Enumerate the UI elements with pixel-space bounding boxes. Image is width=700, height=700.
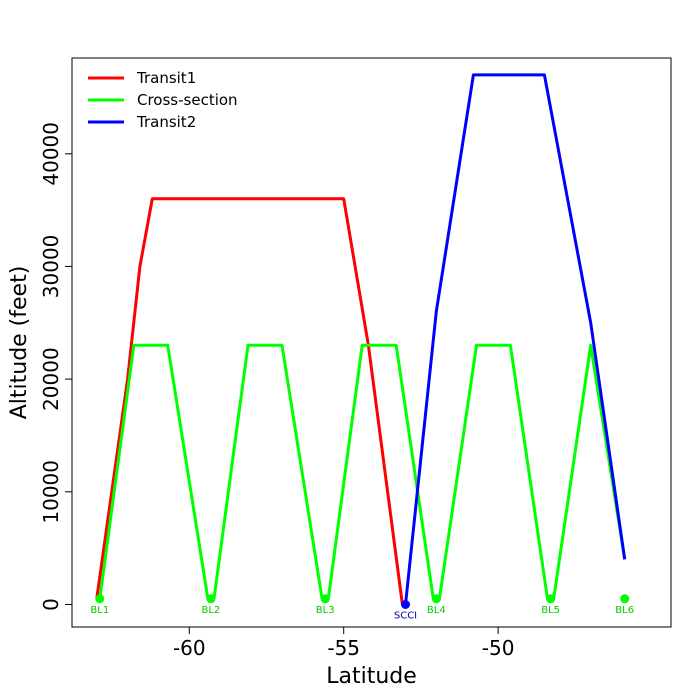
y-tick-label: 20000 xyxy=(39,347,63,411)
marker-label-bl1: BL1 xyxy=(90,605,109,616)
y-tick-label: 30000 xyxy=(39,235,63,299)
marker-bl1 xyxy=(95,594,105,604)
y-axis: 0 10000 20000 30000 40000 xyxy=(39,122,72,611)
marker-bl2 xyxy=(206,594,216,604)
marker-label-bl5: BL5 xyxy=(541,605,560,616)
y-axis-title: Altitude (feet) xyxy=(7,266,32,420)
series-line-transit2 xyxy=(404,73,627,605)
marker-label-bl2: BL2 xyxy=(202,605,221,616)
legend-label-transit1: Transit1 xyxy=(136,69,196,87)
x-axis-title: Latitude xyxy=(326,664,417,689)
y-tick-label: 0 xyxy=(39,598,63,611)
x-tick-label: -55 xyxy=(327,636,360,660)
x-axis: -60 -55 -50 xyxy=(173,627,514,660)
legend: Transit1 Cross-section Transit2 xyxy=(88,69,238,131)
marker-bl3 xyxy=(320,594,330,604)
marker-bl5 xyxy=(546,594,556,604)
y-tick-label: 40000 xyxy=(39,122,63,186)
marker-label-bl6: BL6 xyxy=(615,605,634,616)
marker-layer: BL1 BL2 BL3 SCCI BL4 BL5 BL6 xyxy=(90,594,634,622)
x-tick-label: -60 xyxy=(173,636,206,660)
legend-label-transit2: Transit2 xyxy=(136,113,196,131)
marker-label-bl3: BL3 xyxy=(316,605,335,616)
marker-label-bl4: BL4 xyxy=(427,605,446,616)
marker-scci xyxy=(401,600,410,609)
marker-label-scci: SCCI xyxy=(394,611,417,622)
plot-frame xyxy=(71,57,672,628)
legend-label-cross-section: Cross-section xyxy=(137,91,238,109)
marker-bl6 xyxy=(620,594,630,604)
y-tick-label: 10000 xyxy=(39,460,63,524)
x-tick-label: -50 xyxy=(482,636,515,660)
marker-bl4 xyxy=(431,594,441,604)
